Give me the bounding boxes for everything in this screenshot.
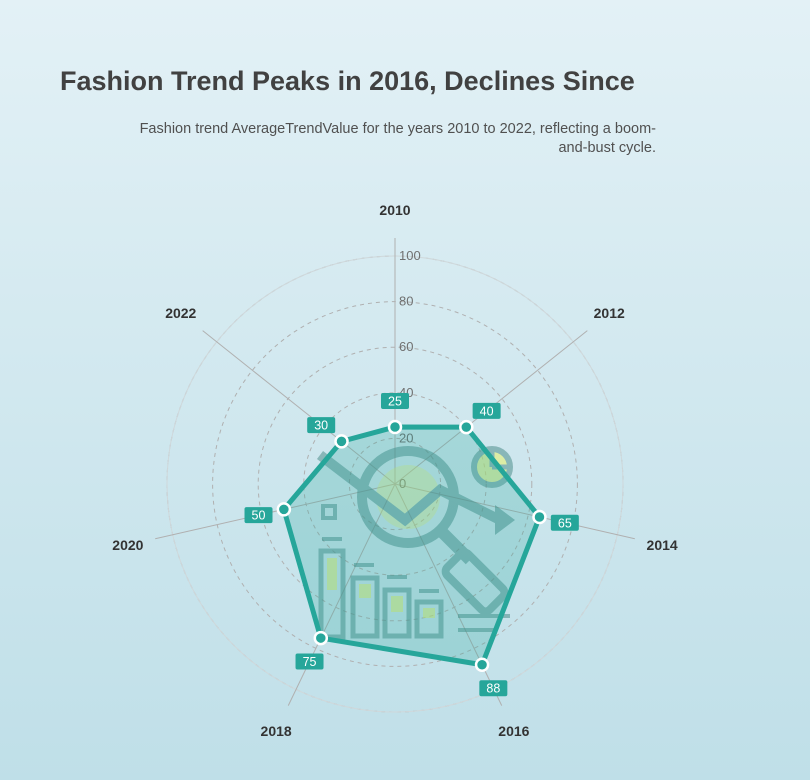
- value-label-2022: 30: [314, 419, 328, 433]
- category-label-2010: 2010: [379, 202, 410, 218]
- data-point-2016: [474, 657, 490, 673]
- spoke-2020: [155, 483, 396, 540]
- radial-tick-label: 60: [399, 339, 413, 354]
- data-point-2012: [459, 419, 474, 435]
- chart-subtitle: Fashion trend AverageTrendValue for the …: [139, 121, 656, 156]
- category-label-2012: 2012: [594, 305, 625, 321]
- data-point-2018: [313, 630, 329, 646]
- category-label-2016: 2016: [498, 723, 529, 739]
- radial-tick-label: 0: [399, 476, 406, 491]
- series-layer: [276, 419, 547, 673]
- value-label-bg: [479, 680, 508, 697]
- value-label-bg: [381, 393, 409, 409]
- value-label-bg: [307, 417, 336, 434]
- value-label-2010: 25: [388, 395, 402, 409]
- value-label-bg: [295, 653, 324, 670]
- radial-tick-label: 100: [399, 248, 421, 263]
- radial-tick-label: 80: [399, 294, 413, 309]
- data-point-2022: [334, 434, 349, 449]
- radial-tick-label: 20: [399, 430, 413, 445]
- value-label-bg: [472, 402, 501, 419]
- data-point-2010: [387, 419, 403, 435]
- chart-title: Fashion Trend Peaks in 2016, Declines Si…: [60, 66, 635, 96]
- value-label-2012: 40: [480, 404, 494, 418]
- spoke-2022: [202, 330, 396, 485]
- category-label-2022: 2022: [165, 305, 196, 321]
- label-layer: 2010 2012 2014 2016 2018 2020 2022 25 40 65 88 75 50…: [112, 202, 678, 739]
- grid-circle-20: [348, 437, 442, 531]
- category-label-2014: 2014: [647, 537, 678, 553]
- grid-circle-60: [257, 346, 533, 622]
- value-label-2016: 88: [486, 682, 500, 696]
- analytics-magnifier-icon: [316, 446, 515, 640]
- value-label-2020: 50: [252, 509, 266, 523]
- category-label-2018: 2018: [261, 723, 292, 739]
- data-point-2014: [532, 509, 547, 525]
- value-label-2018: 75: [303, 655, 317, 669]
- value-label-bg: [244, 507, 273, 524]
- category-label-2020: 2020: [112, 537, 143, 553]
- value-label-2014: 65: [558, 516, 572, 530]
- series-area: [281, 424, 542, 668]
- data-point-2020: [276, 502, 292, 517]
- value-label-bg: [550, 514, 579, 531]
